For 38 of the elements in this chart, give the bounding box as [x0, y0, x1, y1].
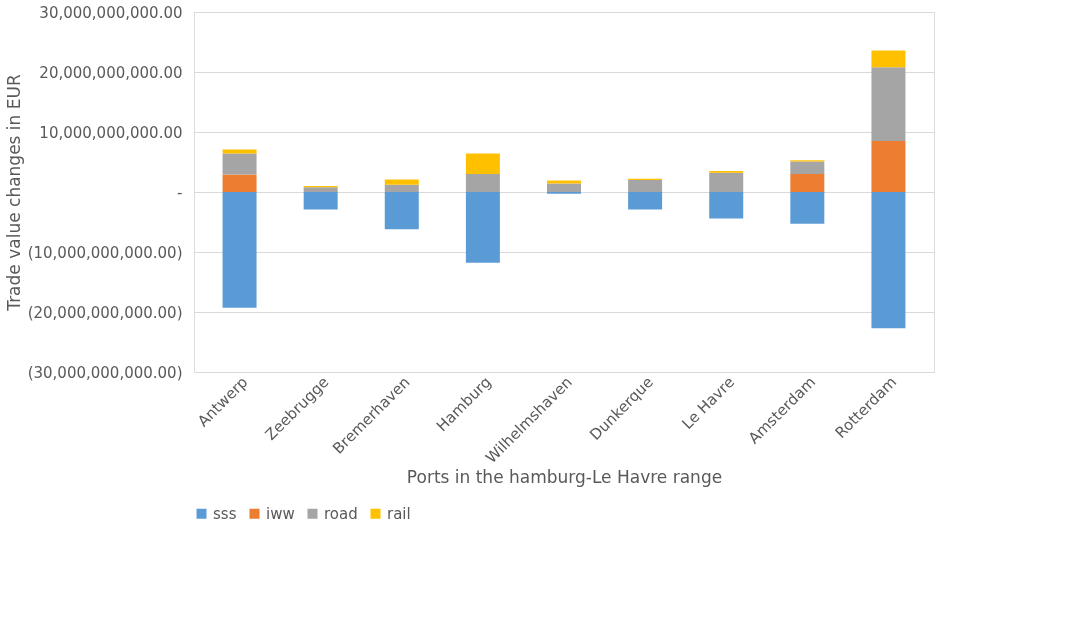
bar: [790, 174, 825, 192]
y-tick-label: -: [177, 183, 183, 202]
y-tick-label: (30,000,000,000.00): [27, 363, 183, 382]
y-tick-label: 20,000,000,000.00: [39, 63, 183, 82]
bar: [465, 174, 500, 192]
bar: [465, 153, 500, 174]
bar: [303, 187, 338, 192]
bar: [871, 141, 906, 192]
bar: [871, 67, 906, 141]
bar: [384, 179, 419, 185]
y-tick-label: (10,000,000,000.00): [27, 243, 183, 262]
y-axis-title: Trade value changes in EUR: [3, 74, 24, 312]
bar: [384, 184, 419, 192]
bar: [790, 192, 825, 224]
bar: [709, 192, 744, 219]
bar: [547, 180, 581, 184]
bar: [222, 153, 257, 175]
legend-label: iww: [266, 504, 295, 523]
legend-label: road: [324, 504, 358, 523]
bar: [628, 192, 663, 210]
legend-label: sss: [213, 504, 237, 523]
y-tick-label: (20,000,000,000.00): [27, 303, 183, 322]
bar: [790, 161, 825, 174]
bar: [465, 192, 500, 263]
bar: [384, 192, 419, 230]
bar: [222, 149, 257, 154]
x-axis-title: Ports in the hamburg-Le Havre range: [406, 467, 723, 488]
bar: [871, 50, 906, 68]
y-tick-label: 10,000,000,000.00: [39, 123, 183, 142]
bar: [547, 183, 581, 192]
bar: [222, 174, 257, 192]
bar: [628, 180, 663, 192]
bar: [303, 192, 338, 210]
legend-label: rail: [387, 504, 411, 523]
bar: [871, 192, 906, 329]
y-tick-label: 30,000,000,000.00: [39, 3, 183, 22]
bar: [709, 172, 744, 192]
bar: [222, 192, 257, 308]
